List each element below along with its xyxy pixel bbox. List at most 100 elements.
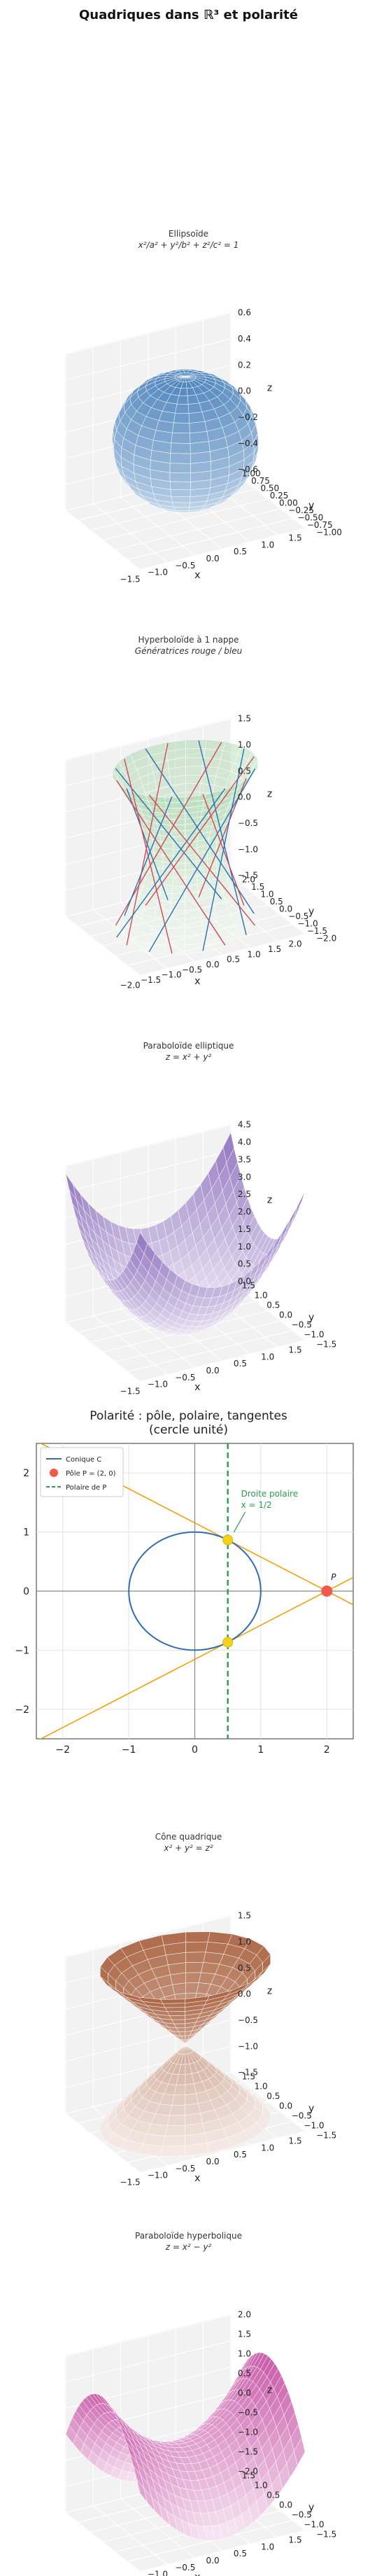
y-tick-label: 1.0 [255,2481,268,2491]
x-tick-label: 0.0 [206,2556,220,2566]
surface-patch [167,813,185,820]
surface-patch [164,944,185,955]
y-tick-label: −1.5 [316,1340,336,1350]
x-tick-label: 1.0 [261,2542,274,2552]
surface-cone [99,1931,271,2157]
surface-patch [169,2104,185,2116]
chart-title: Paraboloïde elliptique [143,1041,234,1051]
y-tick-label: −0.25 [288,505,314,515]
surface-patch [185,766,203,776]
y-tick-label: −0.50 [298,513,324,523]
legend-box [40,1447,124,1497]
z-tick-label: 0.2 [238,360,251,370]
tangent-point-1 [222,1534,234,1546]
surface-patch [175,403,190,414]
surface-patch [171,830,185,837]
surface-patch [170,442,191,454]
chart-subtitle: x²/a² + y²/b² + z²/c² = 1 [138,240,239,250]
grid-line [65,312,232,355]
x-axis-label: x [194,570,200,581]
plot-inner [36,1443,353,1739]
surface-patch [283,1216,294,1240]
x-tick-label: −2 [55,1744,70,1756]
surface-patch [164,2125,185,2136]
grid-line [65,1322,141,1382]
y-tick-label: 0.5 [266,2491,280,2500]
z-tick-label: 0.4 [238,334,251,344]
tangent-point-2 [222,1637,234,1648]
x-tick-label: 1.5 [289,2535,302,2545]
surface-patch [227,440,244,458]
y-tick-label: 1.5 [242,1281,255,1291]
x-tick-label: −1.0 [162,970,182,980]
x-tick-label: 1.0 [261,1352,274,1362]
z-axis-label: z [267,1986,272,1997]
surface-patch [188,412,206,424]
z-tick-label: −1.0 [238,2428,258,2437]
y-tick-label: 2.0 [242,875,255,885]
y-tick-label: −1.00 [316,528,342,538]
y-tick-label: 0.0 [279,904,292,914]
x-tick-label: 0.5 [234,547,247,556]
y-axis-label: y [308,906,314,918]
grid-line [139,1340,306,1382]
annotation-arrow [233,1511,246,1533]
z-tick-label: 3.5 [238,1154,251,1164]
grid-line [65,510,141,570]
surface-patch [156,900,172,911]
grid-line [230,875,306,935]
generator-blue [115,768,222,899]
y-axis-label: y [308,500,314,512]
x-tick-label: −1.0 [148,2570,168,2576]
y-tick-label: −1 [15,1645,29,1656]
x-tick-label: −1.0 [148,1380,168,1390]
surface-patch [166,2011,185,2016]
z-tick-label: 0.0 [238,1989,251,1999]
surface-patch [189,421,208,434]
z-tick-label: 1.5 [238,714,251,724]
surface-patch [170,1972,186,1985]
y-tick-label: 1 [23,1527,29,1539]
y-tick-label: 1.5 [242,2072,255,2082]
conic-circle [128,1531,262,1651]
z-tick-label: 0.5 [238,1963,251,1973]
generator-blue [202,748,245,951]
surface-patch [169,481,191,491]
surface-patch [142,2134,166,2147]
y-tick-label: −1.0 [304,2520,324,2530]
surface-patch [169,2015,185,2020]
y-axis-label: y [308,2502,314,2514]
surface-patch [152,917,170,928]
chart-title: Paraboloïde hyperbolique [135,2231,242,2241]
x-tick-label: 0.0 [206,960,220,969]
grid-line [230,2072,306,2132]
figure-title: Quadriques dans ℝ³ et polarité [79,8,298,22]
generator-blue [116,788,226,938]
surface-patch [164,2007,185,2012]
x-tick-label: 1.5 [289,2136,302,2146]
chart-title: Hyperboloïde à 1 nappe [138,635,239,645]
legend-swatch-pole [50,1469,58,1477]
y-tick-label: −1.0 [304,2121,324,2131]
x-tick-label: 1 [257,1744,264,1756]
y-axis-label: y [308,2104,314,2115]
y-tick-label: 0 [23,1586,29,1597]
chart-subtitle: z = x² + y² [165,1052,212,1062]
z-tick-label: 1.0 [238,1242,251,1252]
x-axis-label: x [194,1382,200,1393]
surface-patch [185,1962,204,1973]
y-tick-label: 0.50 [260,484,279,493]
z-tick-label: −0.5 [238,2408,258,2418]
grid-line [65,1124,232,1167]
surface-patch [162,2003,185,2008]
y-tick-label: 0.0 [279,2101,292,2111]
z-tick-label: 0.0 [238,2388,251,2398]
y-tick-label: 0.75 [251,476,270,486]
z-tick-label: −0.2 [238,412,258,422]
z-tick-label: −0.4 [238,438,258,448]
grid-line [65,2314,232,2357]
x-tick-label: −2.0 [120,980,141,990]
legend: Conique C Pôle P = (2, 0) Polaire de P [40,1447,124,1497]
x-tick-label: 1.5 [289,533,302,543]
